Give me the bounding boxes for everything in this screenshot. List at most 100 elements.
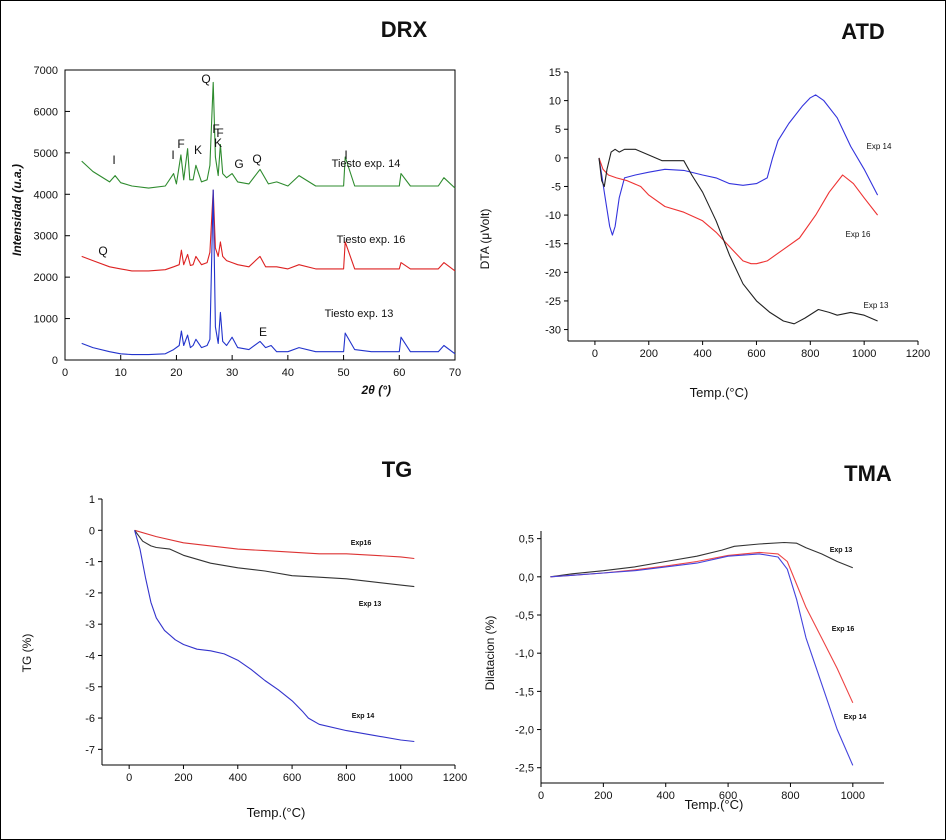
y-tick-label: -2,5 <box>515 763 534 775</box>
series-line <box>134 530 415 743</box>
x-tick-label: 800 <box>801 348 819 360</box>
x-tick-label: 400 <box>657 790 675 802</box>
series-label: Tiesto exp. 14 <box>332 158 401 170</box>
chart-atd: ATD 0 200 400 600 800 1000 1200 -30 -25 -20 -15 -10 -… <box>478 19 930 400</box>
x-tick-label: 0 <box>592 348 598 360</box>
y-tick-label: -1,0 <box>515 648 534 660</box>
x-tick-label: 200 <box>174 772 192 784</box>
x-axis-label: Temp.(°C) <box>690 385 749 400</box>
x-tick-label: 10 <box>115 367 127 379</box>
chart-title: DRX <box>381 17 428 42</box>
series-line <box>598 157 879 265</box>
y-tick-label: -1,5 <box>515 686 534 698</box>
x-tick-label: 20 <box>170 367 182 379</box>
series-line <box>550 551 854 704</box>
phase-annotation: F <box>212 122 219 136</box>
y-tick-label: 0 <box>555 153 561 165</box>
series-label: Exp 16 <box>846 230 871 239</box>
y-tick-label: 0,5 <box>519 534 534 546</box>
phase-annotation: F <box>177 137 184 151</box>
y-tick-label: -7 <box>85 744 95 756</box>
series-label: Exp 13 <box>359 601 382 608</box>
phase-annotation: F <box>216 126 223 140</box>
series-line <box>598 148 878 325</box>
phase-annotation: E <box>259 325 267 339</box>
x-axis-label: 2θ (°) <box>361 383 392 397</box>
x-tick-label: 800 <box>781 790 799 802</box>
phase-annotation: I <box>171 148 174 162</box>
x-tick-label: 70 <box>449 367 461 379</box>
x-tick-label: 1200 <box>906 348 930 360</box>
y-tick-label: 1 <box>89 494 95 506</box>
series-line <box>598 94 879 236</box>
y-tick-label: -6 <box>85 713 95 725</box>
x-tick-label: 30 <box>226 367 238 379</box>
x-tick-label: 600 <box>283 772 301 784</box>
x-tick-label: 400 <box>229 772 247 784</box>
y-tick-label: 6000 <box>34 106 58 118</box>
chart-title: TG <box>382 457 413 482</box>
x-tick-label: 60 <box>393 367 405 379</box>
phase-annotation: I <box>112 153 115 167</box>
y-tick-label: -2,0 <box>515 725 534 737</box>
y-tick-label: -30 <box>545 325 561 337</box>
series-label: Exp 14 <box>844 714 867 721</box>
y-tick-label: 3000 <box>34 231 58 243</box>
phase-annotation: K <box>194 143 202 157</box>
x-tick-label: 40 <box>282 367 294 379</box>
y-tick-label: -1 <box>85 557 95 569</box>
chart-tg: TG 0 200 400 600 800 1000 1200 -7 -6 -5 -4 -3 -2 -1 0 1 T… <box>20 457 467 820</box>
x-tick-label: 0 <box>126 772 132 784</box>
x-axis-label: Temp.(°C) <box>247 805 306 820</box>
phase-annotation: I <box>344 148 347 162</box>
y-axis-label: TG (%) <box>20 634 34 673</box>
y-tick-label: -10 <box>545 210 561 222</box>
y-axis-label: Intensidad (u.a.) <box>10 164 24 256</box>
x-tick-label: 600 <box>747 348 765 360</box>
series-label: Exp 16 <box>832 626 855 633</box>
chart-tma: TMA 0 200 400 600 800 1000 -2,5 -2,0 -1,5 -1,0 -0,5… <box>483 461 892 812</box>
chart-title: ATD <box>841 19 885 44</box>
phase-annotation: G <box>234 157 243 171</box>
series-label: Exp 14 <box>352 713 375 720</box>
series-line <box>550 541 854 578</box>
series-line <box>550 553 854 766</box>
y-tick-label: -20 <box>545 267 561 279</box>
y-axis-label: DTA (μVolt) <box>478 209 492 270</box>
phase-annotation: K <box>214 136 222 150</box>
x-tick-label: 800 <box>337 772 355 784</box>
x-tick-label: 400 <box>693 348 711 360</box>
y-tick-label: -5 <box>551 181 561 193</box>
y-tick-label: -15 <box>545 239 561 251</box>
x-tick-label: 0 <box>62 367 68 379</box>
x-tick-label: 1000 <box>388 772 412 784</box>
y-tick-label: -4 <box>85 650 95 662</box>
phase-annotation: Q <box>98 244 107 258</box>
series-label: Exp 14 <box>867 142 892 151</box>
chart-drx: DRX 0 10 20 30 40 50 60 70 0 1000 2000 3000 4000 5000 6… <box>10 17 461 397</box>
y-tick-label: 10 <box>549 96 561 108</box>
y-tick-label: 5 <box>555 124 561 136</box>
y-tick-label: -3 <box>85 619 95 631</box>
series-label: Exp 13 <box>830 547 853 554</box>
series-line <box>134 529 415 588</box>
y-tick-label: 4000 <box>34 189 58 201</box>
series-label: Exp16 <box>351 540 372 547</box>
series-line <box>81 189 456 356</box>
phase-annotation: Q <box>201 72 210 86</box>
series-line <box>81 189 456 272</box>
y-axis-label: Dilatacion (%) <box>483 616 497 691</box>
x-axis-label: Temp.(°C) <box>685 797 744 812</box>
y-tick-label: -5 <box>85 682 95 694</box>
x-tick-label: 1200 <box>443 772 467 784</box>
series-line <box>81 81 456 189</box>
y-tick-label: 0,0 <box>519 572 534 584</box>
x-tick-label: 1000 <box>852 348 876 360</box>
x-tick-label: 200 <box>594 790 612 802</box>
y-tick-label: 7000 <box>34 65 58 77</box>
series-label: Tiesto exp. 13 <box>325 308 394 320</box>
chart-title: TMA <box>844 461 892 486</box>
y-tick-label: 15 <box>549 67 561 79</box>
